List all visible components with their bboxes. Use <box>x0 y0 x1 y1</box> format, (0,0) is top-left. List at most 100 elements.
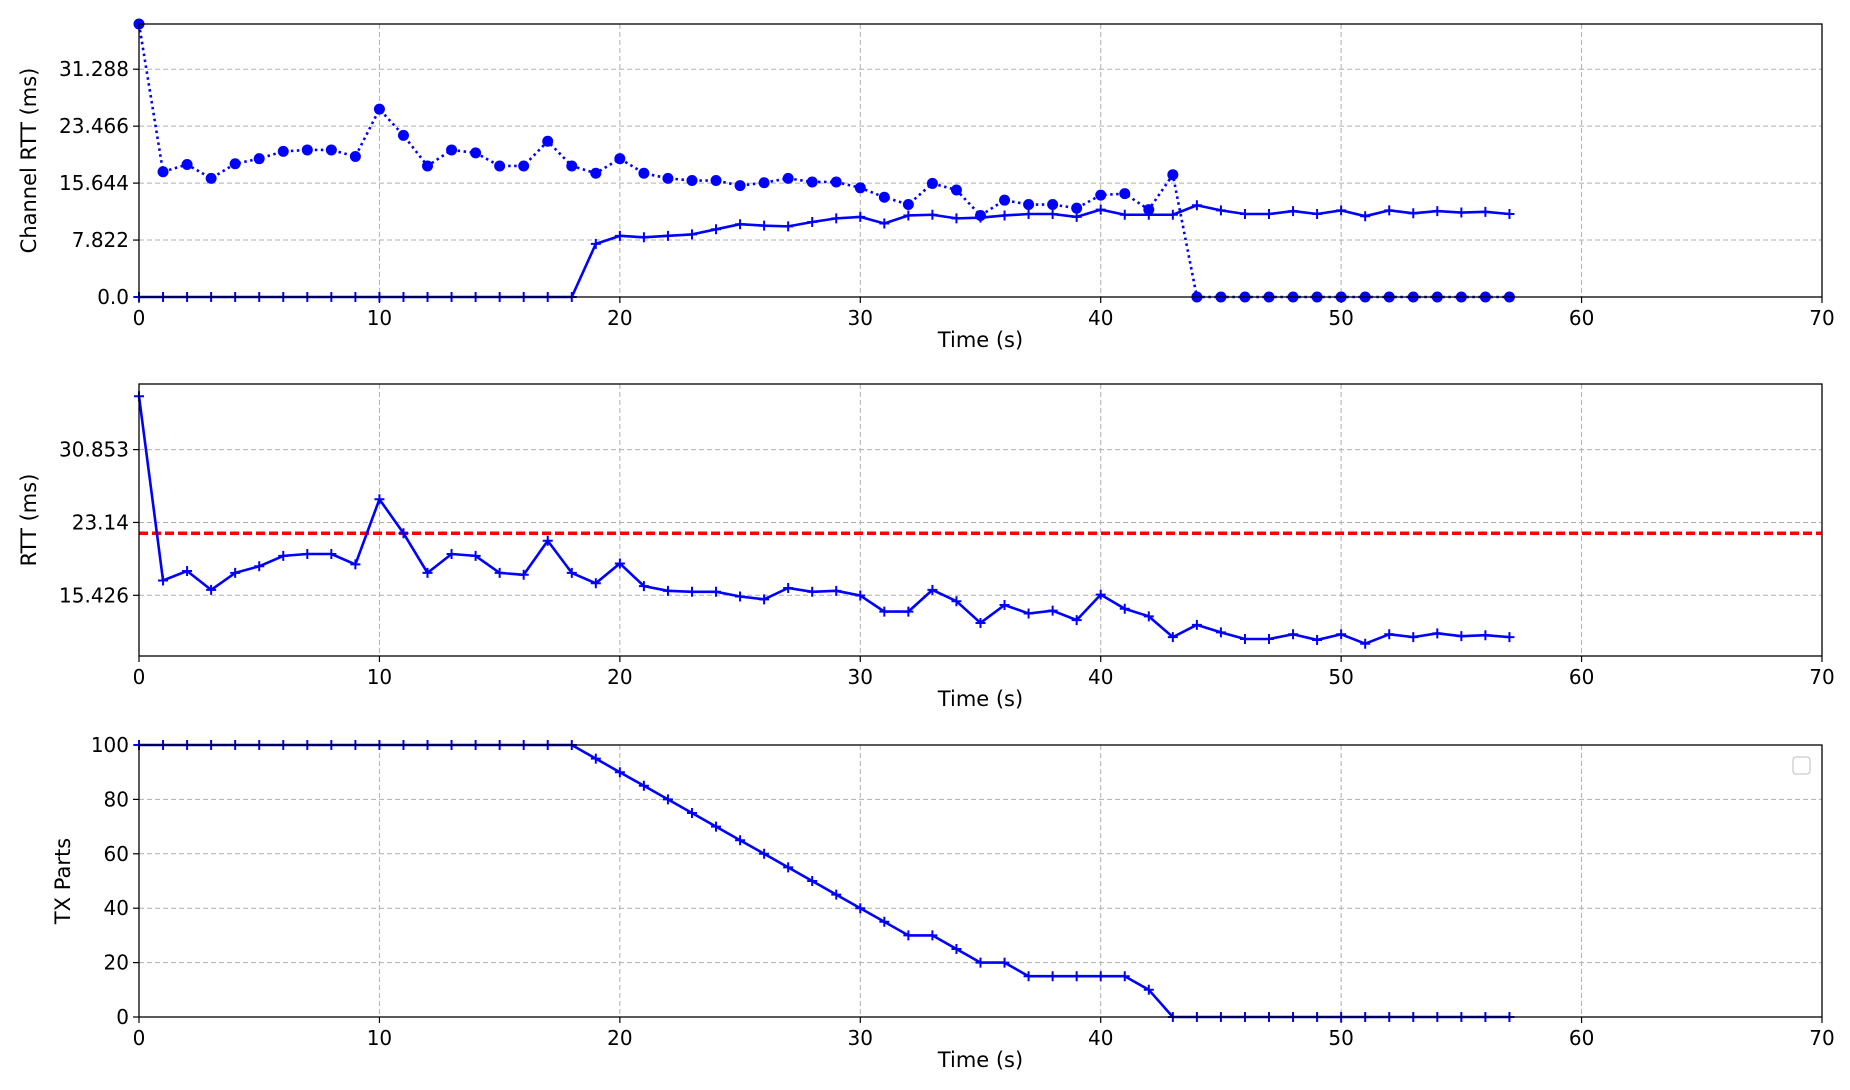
data-point <box>614 767 625 778</box>
data-point <box>711 821 722 832</box>
y-axis-label: RTT (ms) <box>17 474 41 567</box>
data-point <box>542 135 554 147</box>
data-point <box>710 175 722 187</box>
series-line-1 <box>137 396 1510 646</box>
data-point <box>879 218 890 229</box>
data-point <box>1119 603 1130 614</box>
data-point <box>1071 971 1082 982</box>
data-point <box>662 172 674 184</box>
y-tick-label: 20 <box>104 951 129 975</box>
x-axis-label: Time (s) <box>937 687 1023 711</box>
data-point <box>903 606 914 617</box>
x-tick-label: 60 <box>1569 1026 1594 1050</box>
data-point <box>1336 629 1347 640</box>
data-point <box>711 224 722 235</box>
data-point <box>1360 638 1371 649</box>
x-tick-label: 20 <box>607 1026 632 1050</box>
data-point <box>855 590 866 601</box>
x-tick-label: 50 <box>1328 1026 1353 1050</box>
data-point <box>950 184 962 196</box>
data-point <box>662 794 673 805</box>
data-point <box>1167 632 1178 643</box>
data-point <box>1095 589 1106 600</box>
y-tick-label: 0 <box>116 1005 129 1029</box>
data-point <box>325 144 337 156</box>
axes-frame <box>138 23 1823 298</box>
data-point <box>1504 632 1515 643</box>
data-point <box>302 549 313 559</box>
data-point <box>1312 209 1323 220</box>
data-point <box>1143 984 1154 995</box>
data-point <box>735 591 746 602</box>
data-point <box>951 213 962 224</box>
data-point <box>1023 209 1034 220</box>
x-tick-label: 30 <box>848 665 873 689</box>
data-point <box>1143 204 1155 216</box>
data-point <box>783 221 794 232</box>
x-tick-label: 50 <box>1328 306 1353 330</box>
data-point <box>1239 209 1250 220</box>
y-axis-label: TX Parts <box>51 838 75 925</box>
data-point <box>879 606 890 617</box>
data-point <box>446 549 457 559</box>
data-point <box>806 176 818 188</box>
x-tick-label: 20 <box>607 306 632 330</box>
y-tick-label: 31.288 <box>59 57 129 81</box>
data-point <box>830 176 842 188</box>
x-tick-label: 0 <box>133 1026 146 1050</box>
data-point <box>903 930 914 941</box>
data-point <box>1095 971 1106 982</box>
x-tick-label: 60 <box>1569 306 1594 330</box>
data-point <box>999 194 1011 206</box>
data-point <box>879 916 890 927</box>
data-point <box>1504 209 1515 220</box>
chart-panel-3: 0 10 20 30 40 50 60 70 0 20 40 60 80 100 Time (s) TX Pa… <box>51 733 1835 1072</box>
data-point <box>759 848 770 859</box>
data-point <box>638 232 649 243</box>
data-point <box>182 566 193 576</box>
data-point <box>590 167 602 179</box>
data-point <box>422 567 433 578</box>
data-point <box>157 166 169 178</box>
x-tick-label: 10 <box>367 665 392 689</box>
data-point <box>253 153 265 165</box>
data-point <box>1288 629 1299 640</box>
data-point <box>926 177 938 189</box>
data-point <box>230 567 241 578</box>
data-point <box>181 159 193 171</box>
x-tick-label: 30 <box>848 306 873 330</box>
data-point <box>1336 205 1347 216</box>
data-point <box>782 172 794 184</box>
data-point <box>1119 971 1130 982</box>
data-point <box>831 213 842 224</box>
data-point <box>1239 634 1250 644</box>
data-point <box>301 144 313 156</box>
data-point <box>1432 206 1443 217</box>
data-point <box>1456 631 1467 642</box>
x-tick-label: 10 <box>367 306 392 330</box>
data-point <box>398 528 409 539</box>
axes-frame <box>138 383 1823 657</box>
data-point <box>855 211 866 222</box>
data-point <box>686 175 698 187</box>
data-point <box>1023 971 1034 982</box>
data-point <box>1095 189 1107 201</box>
data-point <box>1432 628 1443 639</box>
chart-panel-2: 0 10 20 30 40 50 60 70 15.426 23.14 30.853 Time (s)… <box>17 383 1835 711</box>
data-point <box>1480 630 1491 641</box>
data-point <box>662 585 673 596</box>
data-point <box>158 575 169 586</box>
data-point <box>807 876 818 886</box>
data-point <box>350 559 361 570</box>
x-tick-label: 70 <box>1809 1026 1834 1050</box>
data-point <box>254 561 265 572</box>
data-point <box>1071 202 1083 214</box>
data-point <box>590 753 601 764</box>
y-tick-label: 60 <box>104 842 129 866</box>
y-tick-label: 15.644 <box>59 171 129 195</box>
data-point <box>1408 632 1419 643</box>
data-point <box>735 835 746 846</box>
data-point <box>1408 208 1419 219</box>
data-point <box>878 191 890 203</box>
data-point <box>1119 188 1131 200</box>
